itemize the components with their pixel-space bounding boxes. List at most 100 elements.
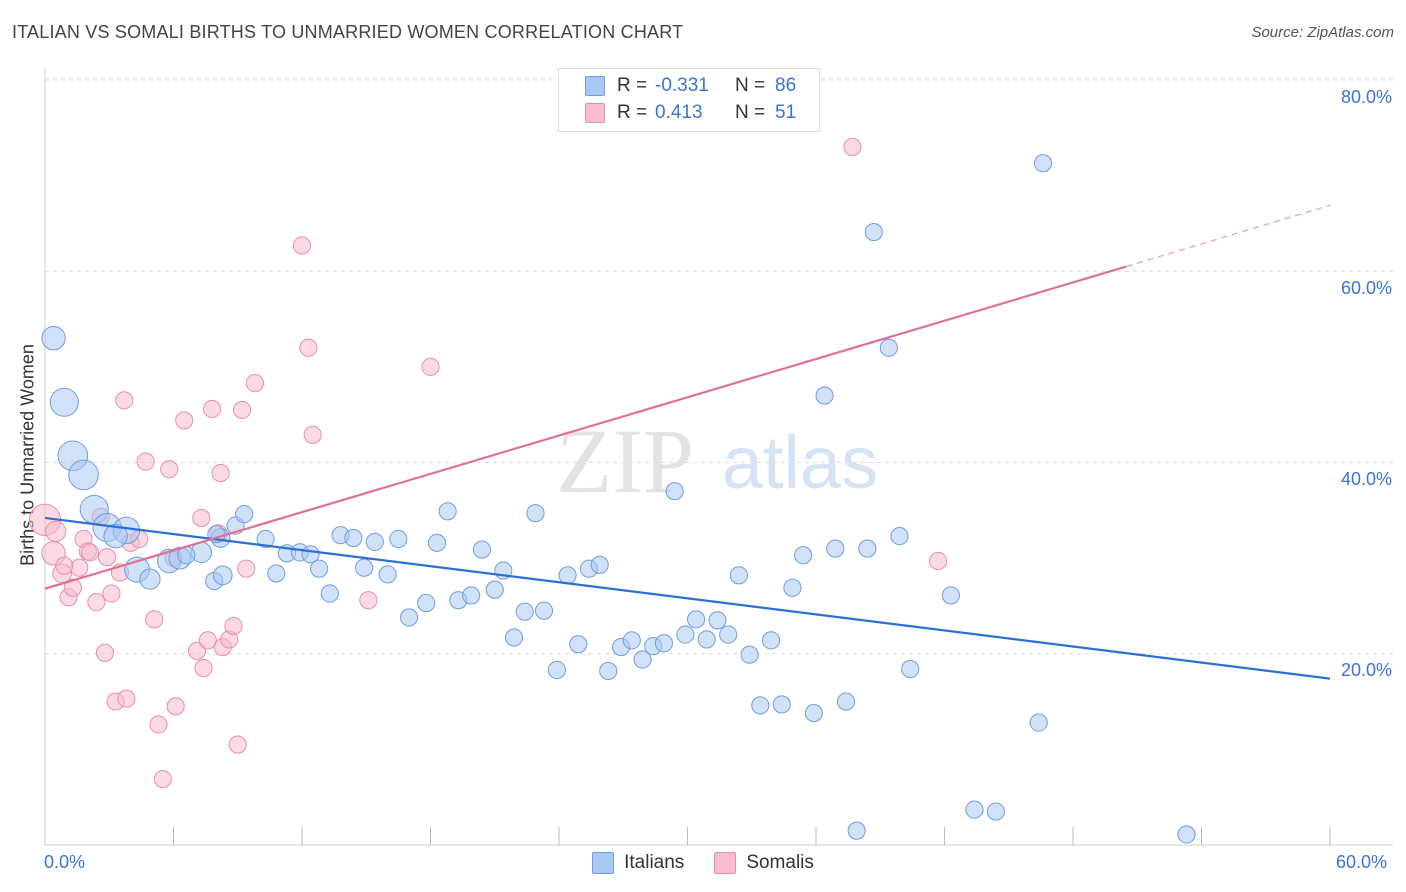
italians-point xyxy=(310,559,329,578)
legend-r-value-somalis: 0.413 xyxy=(655,102,703,123)
somalis-legend-swatch xyxy=(714,852,737,874)
somalis-point xyxy=(359,591,378,610)
italians-point xyxy=(836,692,856,711)
somalis-point xyxy=(292,236,312,255)
somalis-point xyxy=(80,543,100,562)
italians-swatch xyxy=(585,76,605,96)
italians-point xyxy=(400,608,419,627)
somalis-point xyxy=(87,593,106,612)
italians-point xyxy=(941,586,961,605)
y-tick-40: 40.0% xyxy=(1340,469,1392,489)
somalis-point xyxy=(237,559,256,578)
italians-point xyxy=(697,630,716,649)
italians-point xyxy=(389,529,408,549)
italians-point xyxy=(365,532,384,551)
somalis-trend-extension xyxy=(1126,204,1331,268)
italians-point xyxy=(68,459,99,491)
italians-point xyxy=(534,601,554,620)
italians-point xyxy=(558,566,577,585)
somalis-point xyxy=(45,520,67,542)
italians-point xyxy=(740,645,759,664)
italians-point xyxy=(355,558,374,577)
legend-n-value-somalis: 51 xyxy=(775,102,797,123)
italians-point xyxy=(965,800,984,819)
italians-point xyxy=(761,631,781,650)
italians-point xyxy=(472,540,491,559)
italians-point xyxy=(256,529,275,549)
x-tick-min: 0.0% xyxy=(44,852,86,872)
y-tick-80: 80.0% xyxy=(1340,87,1392,107)
italians-point xyxy=(378,565,397,584)
italians-point xyxy=(794,546,813,565)
italians-point xyxy=(783,578,802,597)
somalis-point xyxy=(202,399,222,419)
somalis-trend-line xyxy=(44,265,1127,590)
somalis-swatch xyxy=(585,103,605,123)
italians-point xyxy=(708,611,727,630)
somalis-point xyxy=(95,643,115,662)
somalis-point xyxy=(160,460,179,479)
italians-legend-swatch xyxy=(592,852,615,874)
italians-point xyxy=(864,222,883,242)
somalis-point xyxy=(63,578,82,597)
legend-n-value-italians: 86 xyxy=(775,75,797,96)
italians-point xyxy=(547,660,566,680)
italians-trend-line xyxy=(44,516,1331,680)
italians-point xyxy=(49,387,79,417)
italians-point xyxy=(622,631,641,650)
correlation-legend: R = -0.331 N = 86 R = 0.413 N = 51 xyxy=(558,68,820,132)
italians-point xyxy=(654,634,674,653)
italians-point xyxy=(772,695,791,714)
somalis-point xyxy=(175,411,194,430)
legend-n-label: N = xyxy=(735,75,766,96)
italians-point xyxy=(515,602,534,621)
somalis-point xyxy=(228,735,247,754)
somalis-point xyxy=(198,631,217,650)
somalis-point xyxy=(98,548,117,567)
italians-point xyxy=(569,635,588,654)
italians-point xyxy=(633,650,652,669)
watermark-atlas: atlas xyxy=(722,421,878,504)
italians-point xyxy=(235,505,254,524)
somalis-point xyxy=(928,551,948,571)
italians-point xyxy=(103,523,128,549)
somalis-point xyxy=(145,610,164,629)
watermark: ZIP atlas xyxy=(556,410,878,512)
italians-point xyxy=(41,325,66,351)
legend-n-label: N = xyxy=(735,102,766,123)
somalis-point xyxy=(211,463,230,483)
somalis-point xyxy=(192,508,211,528)
italians-point xyxy=(590,555,609,574)
y-tick-60: 60.0% xyxy=(1340,278,1392,298)
italians-point xyxy=(686,610,706,629)
italians-point xyxy=(526,504,545,523)
italians-point xyxy=(858,539,877,558)
italians-point xyxy=(826,539,845,558)
italians-point xyxy=(986,802,1005,821)
somalis-point xyxy=(224,616,243,636)
somalis-point xyxy=(232,400,252,419)
somalis-point xyxy=(194,659,213,678)
somalis-point xyxy=(55,556,74,575)
italians-point xyxy=(485,580,504,599)
italians-point xyxy=(901,659,920,679)
italians-point xyxy=(267,564,286,583)
somalis-point xyxy=(245,374,264,393)
italians-point xyxy=(427,533,447,552)
legend-item-somalis[interactable]: Somalis xyxy=(714,852,814,874)
italians-point xyxy=(320,584,339,603)
italians-point xyxy=(1177,825,1196,844)
italians-point xyxy=(139,568,161,590)
x-tick-max: 60.0% xyxy=(1336,852,1388,872)
italians-point xyxy=(847,821,866,840)
axes xyxy=(44,68,1393,846)
somalis-point xyxy=(166,697,185,716)
somalis-points xyxy=(28,137,948,789)
somalis-point xyxy=(117,689,136,708)
somalis-point xyxy=(102,584,121,603)
italians-point xyxy=(729,566,748,585)
italians-points xyxy=(41,154,1196,844)
italians-point xyxy=(462,586,481,605)
legend-item-italians[interactable]: Italians xyxy=(592,852,684,874)
